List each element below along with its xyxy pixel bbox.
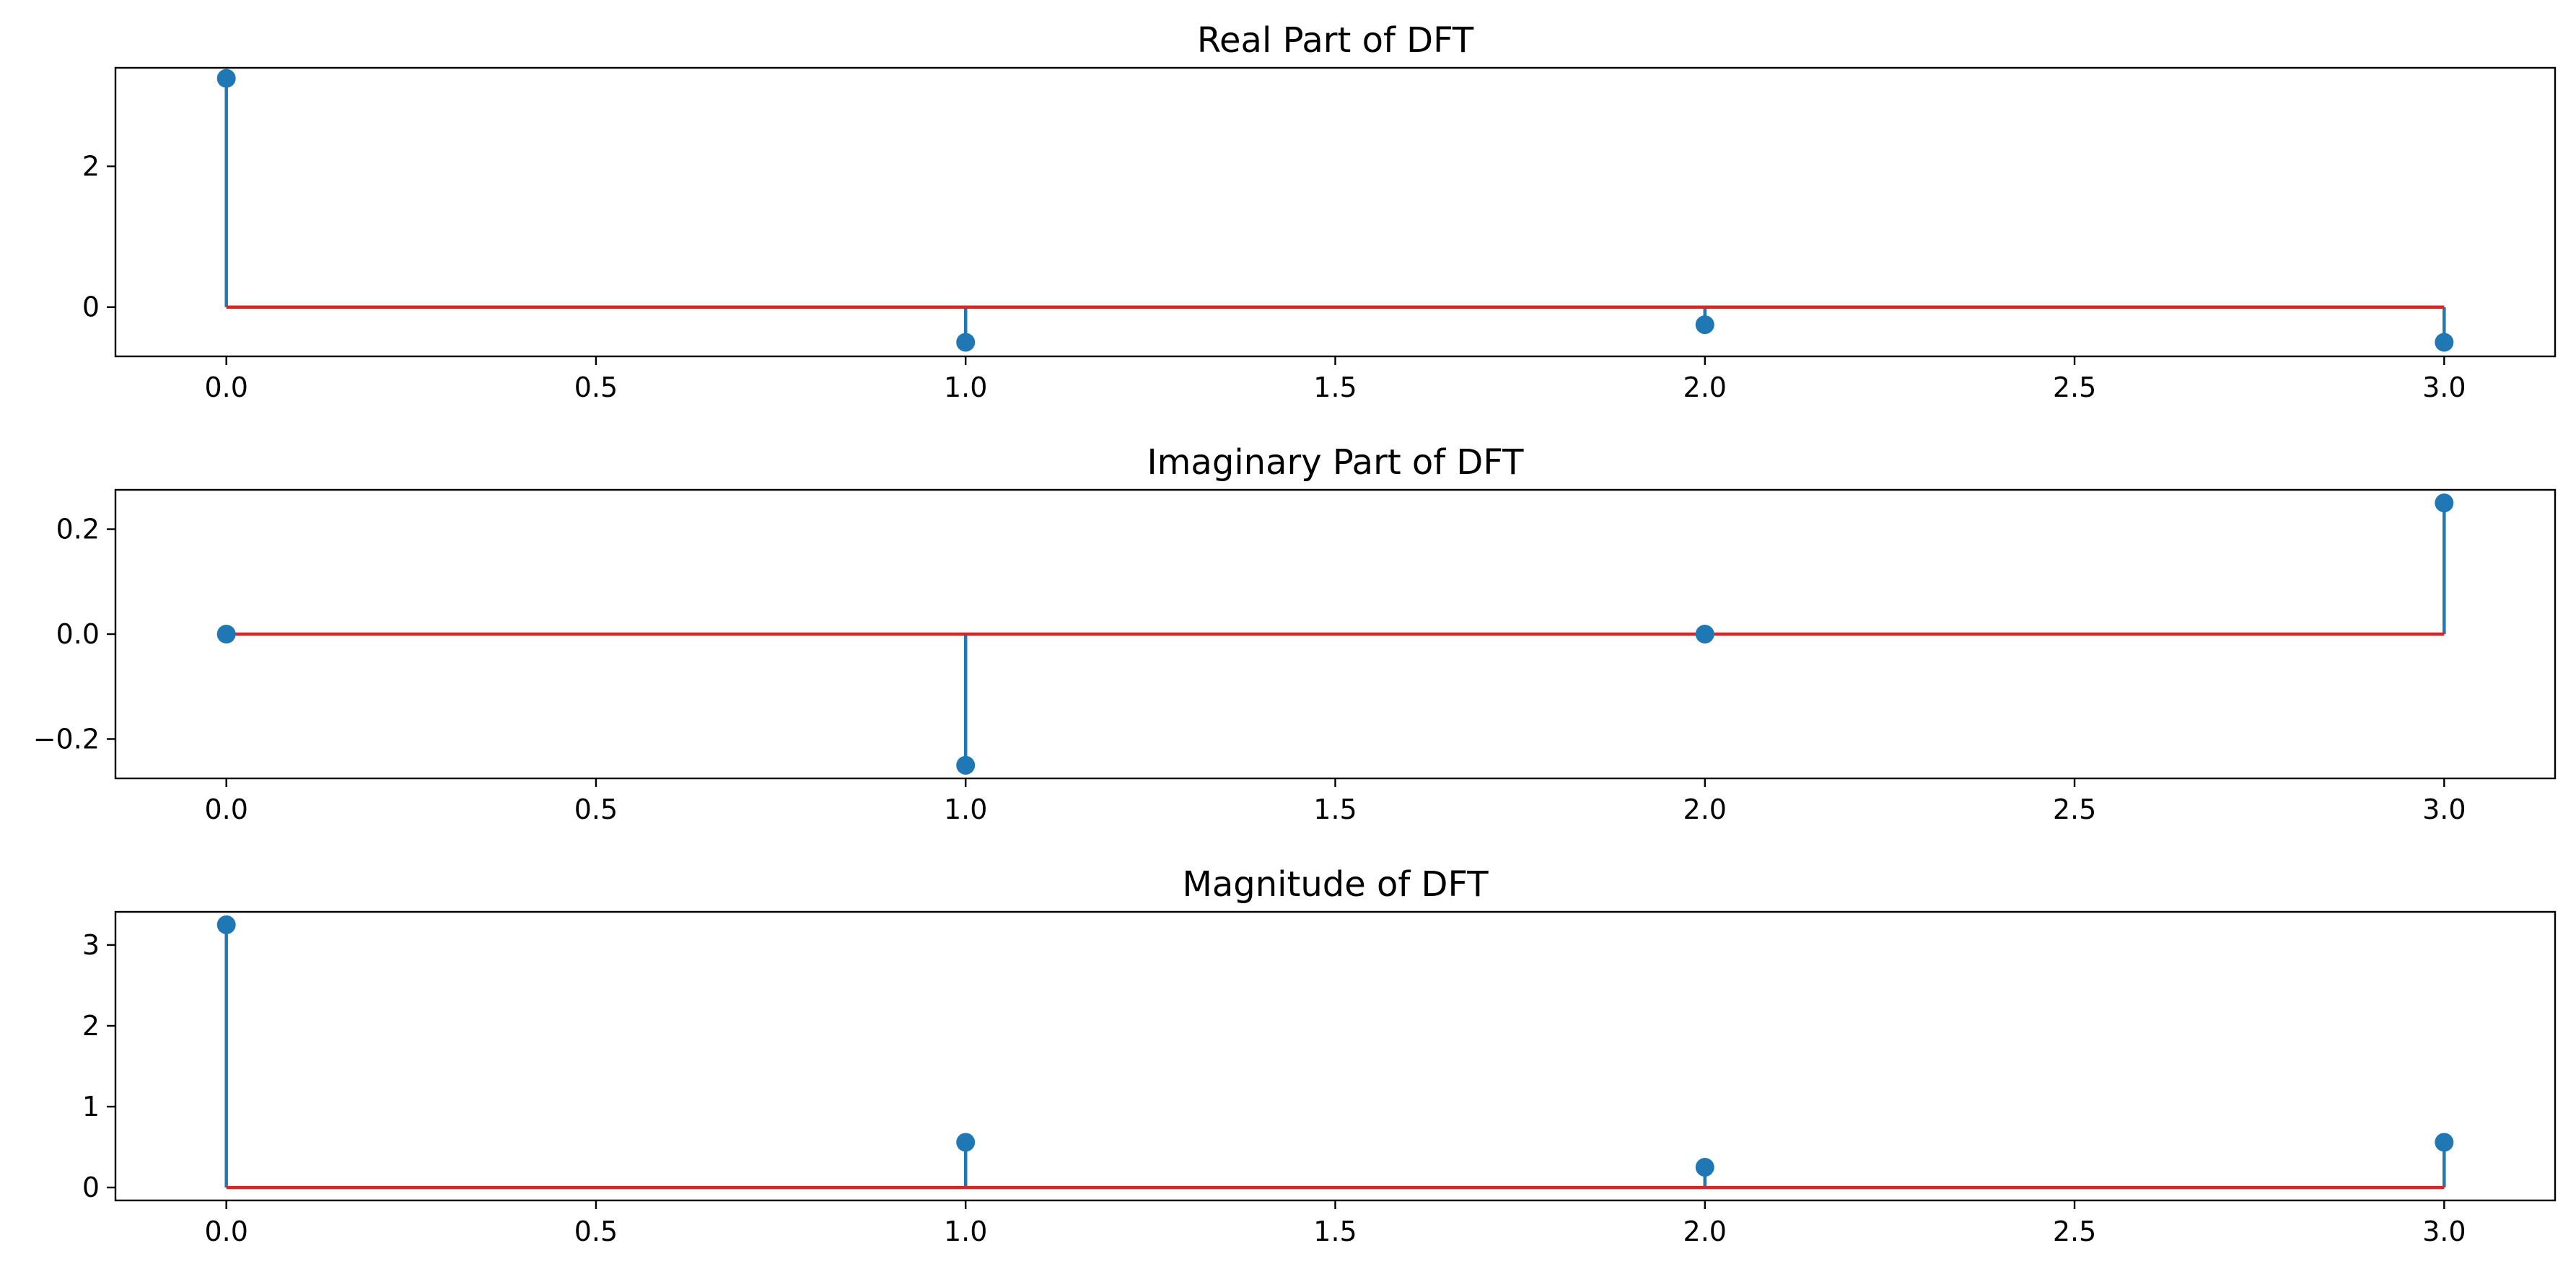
subplot-3: Magnitude of DFT 0.0 0.5 1.0 1.5 2.0 2.5 3.0 3 2 1…: [82, 864, 2557, 1247]
stem-marker: [2435, 1133, 2454, 1152]
stem-marker: [216, 69, 236, 88]
subplot-title: Real Part of DFT: [1197, 20, 1474, 61]
x-tick-label: 0.0: [204, 372, 247, 403]
x-tick-label: 2.0: [1683, 1216, 1727, 1247]
subplot-title: Imaginary Part of DFT: [1147, 442, 1525, 483]
subplot-2: Imaginary Part of DFT 0.0 0.5 1.0 1.5 2.0 2.5 3…: [33, 442, 2557, 825]
x-tick-label: 1.0: [944, 794, 987, 825]
x-tick-label: 1.0: [944, 1216, 987, 1247]
x-tick-label: 2.5: [2053, 794, 2096, 825]
stem-marker: [2435, 493, 2454, 513]
stem-marker: [956, 1133, 976, 1152]
x-tick-label: 0.5: [574, 1216, 618, 1247]
x-tick-label: 3.0: [2422, 372, 2466, 403]
x-tick-label: 1.0: [944, 372, 987, 403]
stem-marker: [216, 915, 236, 934]
stem-marker: [2435, 333, 2454, 352]
x-tick-label: 0.0: [204, 794, 247, 825]
x-tick-label: 1.5: [1313, 794, 1357, 825]
x-tick-label: 1.5: [1313, 372, 1357, 403]
x-tick-label: 2.5: [2053, 372, 2096, 403]
y-tick-label: −0.2: [33, 723, 100, 755]
x-tick-label: 2.0: [1683, 372, 1727, 403]
stem-marker: [1695, 315, 1714, 335]
y-tick-label: 0: [82, 1172, 100, 1203]
x-tick-label: 1.5: [1313, 1216, 1357, 1247]
axes-frame: [114, 66, 2557, 358]
y-tick-label: 0: [82, 291, 100, 323]
stem-marker: [1695, 625, 1714, 643]
y-tick-label: 2: [82, 151, 100, 183]
stem-marker: [216, 625, 236, 643]
stem-marker: [1695, 1158, 1714, 1177]
axes-frame: [114, 910, 2557, 1202]
y-tick-label: 1: [82, 1091, 100, 1123]
y-tick-label: 2: [82, 1010, 100, 1042]
y-tick-label: 0.0: [56, 618, 100, 650]
subplot-title: Magnitude of DFT: [1182, 864, 1489, 905]
subplot-1: Real Part of DFT 0.0 0.5 1.0 1.5 2.0 2.5 3.0 0 2: [82, 20, 2557, 403]
stem-marker: [956, 333, 976, 352]
x-tick-label: 3.0: [2422, 794, 2466, 825]
stem-marker: [956, 755, 976, 775]
x-tick-label: 0.0: [204, 1216, 247, 1247]
y-tick-label: 3: [82, 929, 100, 961]
x-tick-label: 3.0: [2422, 1216, 2466, 1247]
x-tick-label: 2.5: [2053, 1216, 2096, 1247]
x-tick-label: 0.5: [574, 372, 618, 403]
y-tick-label: 0.2: [56, 514, 100, 545]
x-tick-label: 2.0: [1683, 794, 1727, 825]
axes-frame: [114, 488, 2557, 780]
x-tick-label: 0.5: [574, 794, 618, 825]
